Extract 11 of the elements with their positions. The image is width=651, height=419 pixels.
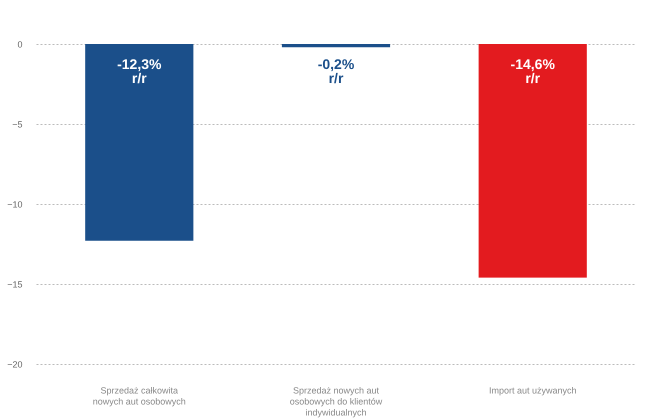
- x-tick-label: Sprzedaż nowych aut osobowych do klientów indywidualnych: [290, 386, 383, 418]
- y-tick-label: −10: [7, 200, 22, 210]
- data-label: -12,3% r/r: [117, 56, 162, 86]
- data-label: -14,6% r/r: [510, 56, 556, 86]
- data-label: -0,2% r/r: [318, 56, 355, 86]
- y-tick-label: −20: [7, 360, 22, 370]
- y-tick-label: −15: [7, 280, 22, 290]
- x-tick-label: Import aut używanych: [488, 386, 576, 396]
- y-tick-label: −5: [12, 120, 22, 130]
- x-tick-label: Sprzedaż całkowita nowych aut osobowych: [92, 386, 186, 406]
- y-tick-label: 0: [17, 40, 22, 50]
